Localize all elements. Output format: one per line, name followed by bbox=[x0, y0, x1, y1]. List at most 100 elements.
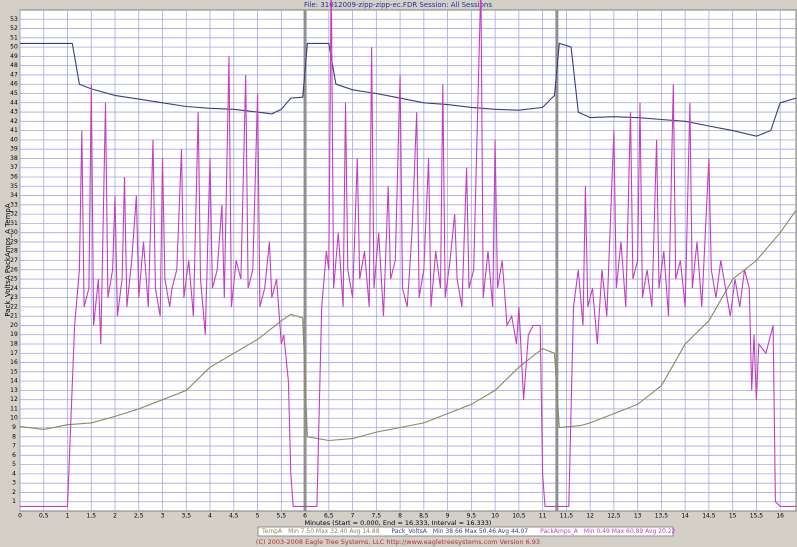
y-tick-label: 22 bbox=[10, 303, 18, 310]
x-tick-label: 3 bbox=[161, 513, 165, 520]
y-tick-label: 25 bbox=[10, 276, 18, 283]
y-tick-label: 45 bbox=[10, 90, 18, 97]
x-tick-label: 7,5 bbox=[372, 513, 382, 520]
x-tick-label: 13,5 bbox=[655, 513, 669, 520]
y-tick-label: 15 bbox=[10, 368, 18, 375]
legend-name: Pack_VoltsA bbox=[392, 528, 428, 535]
grid-layer bbox=[19, 10, 796, 511]
x-tick-label: 1,5 bbox=[86, 513, 96, 520]
x-tick-label: 3,5 bbox=[182, 513, 192, 520]
x-tick-label: 10 bbox=[491, 513, 499, 520]
y-tick-label: 16 bbox=[10, 359, 18, 366]
y-tick-label: 47 bbox=[10, 71, 18, 78]
x-tick-label: 2 bbox=[113, 513, 117, 520]
y-tick-label: 5 bbox=[12, 461, 16, 468]
footer: (C) 2003-2008 Eagle Tree Systems, LLC ht… bbox=[256, 538, 540, 546]
x-tick-label: 2,5 bbox=[134, 513, 144, 520]
y-tick-label: 9 bbox=[12, 424, 16, 431]
y-tick-label: 35 bbox=[10, 183, 18, 190]
y-tick-label: 34 bbox=[10, 192, 18, 199]
y-tick-label: 19 bbox=[10, 331, 18, 338]
y-tick-label: 53 bbox=[10, 16, 18, 23]
y-tick-label: 44 bbox=[10, 99, 18, 106]
legend-box bbox=[257, 526, 674, 537]
y-tick-label: 51 bbox=[10, 34, 18, 41]
y-tick-label: 37 bbox=[10, 164, 18, 171]
x-tick-label: 8 bbox=[398, 513, 402, 520]
x-tick-label: 15 bbox=[729, 513, 737, 520]
y-tick-label: 14 bbox=[10, 378, 18, 385]
y-tick-label: 43 bbox=[10, 109, 18, 116]
series-line bbox=[20, 42, 797, 137]
x-tick-label: 15,5 bbox=[750, 513, 764, 520]
y-tick-label: 29 bbox=[10, 238, 18, 245]
x-tick-label: 0 bbox=[18, 513, 22, 520]
y-tick-label: 41 bbox=[10, 127, 18, 134]
x-tick-label: 13 bbox=[634, 513, 642, 520]
y-tick-label: 1 bbox=[12, 498, 16, 505]
chart-title: File: 31012009-zipp-zipp-ec.FDR Session:… bbox=[304, 1, 492, 9]
y-tick-label: 49 bbox=[10, 53, 18, 60]
x-tick-label: 0,5 bbox=[39, 513, 49, 520]
y-tick-label: 26 bbox=[10, 266, 18, 273]
x-tick-label: 5 bbox=[256, 513, 260, 520]
x-tick-label: 9 bbox=[446, 513, 450, 520]
y-tick-label: 10 bbox=[10, 415, 18, 422]
x-tick-label: 6 bbox=[303, 513, 307, 520]
x-tick-label: 7 bbox=[351, 513, 355, 520]
y-tick-label: 30 bbox=[10, 229, 18, 236]
y-tick-label: 24 bbox=[10, 285, 18, 292]
y-tick-label: 46 bbox=[10, 81, 18, 88]
series-line bbox=[19, 210, 797, 442]
legend-stats: Min 38.66 Max 50.46 Avg 44.07 bbox=[433, 528, 528, 535]
y-tick-label: 18 bbox=[10, 341, 18, 348]
legend-name: PackAmps_A bbox=[540, 528, 579, 535]
y-tick-label: 27 bbox=[10, 257, 18, 264]
y-tick-label: 39 bbox=[10, 146, 18, 153]
x-tick-label: 14 bbox=[681, 513, 689, 520]
x-tick-label: 10,5 bbox=[512, 513, 526, 520]
y-tick-label: 38 bbox=[10, 155, 18, 162]
y-tick-label: 31 bbox=[10, 220, 18, 227]
legend-stats: Min 0.49 Max 60.89 Avg 20.22 bbox=[584, 528, 676, 535]
y-tick-label: 4 bbox=[12, 470, 16, 477]
y-tick-label: 48 bbox=[10, 62, 18, 69]
x-tick-label: 11 bbox=[539, 513, 547, 520]
y-tick-label: 8 bbox=[12, 433, 16, 440]
y-tick-label: 52 bbox=[10, 25, 18, 32]
y-tick-label: 50 bbox=[10, 44, 18, 51]
x-tick-label: 8,5 bbox=[419, 513, 429, 520]
y-tick-label: 40 bbox=[10, 136, 18, 143]
y-tick-label: 11 bbox=[10, 405, 18, 412]
y-tick-label: 36 bbox=[10, 174, 18, 181]
x-tick-label: 12 bbox=[586, 513, 594, 520]
legend-name: TempA bbox=[261, 528, 283, 535]
x-tick-label: 11,5 bbox=[560, 513, 574, 520]
legend-stats: Min 7.50 Max 32.40 Avg 14.88 bbox=[288, 528, 380, 535]
y-tick-label: 7 bbox=[12, 443, 16, 450]
y-tick-label: 3 bbox=[12, 480, 16, 487]
y-tick-label: 6 bbox=[12, 452, 16, 459]
y-tick-label: 12 bbox=[10, 396, 18, 403]
y-tick-label: 28 bbox=[10, 248, 18, 255]
x-tick-label: 1 bbox=[66, 513, 70, 520]
y-tick-label: 32 bbox=[10, 211, 18, 218]
x-tick-label: 16 bbox=[776, 513, 784, 520]
y-tick-label: 42 bbox=[10, 118, 18, 125]
marks-layer bbox=[19, 0, 797, 507]
x-tick-label: 14,5 bbox=[702, 513, 716, 520]
x-tick-label: 12,5 bbox=[607, 513, 621, 520]
y-axis-label: Pack_VoltsA PackAmps_A TempA bbox=[4, 203, 12, 316]
x-tick-label: 4,5 bbox=[229, 513, 239, 520]
x-tick-label: 9,5 bbox=[467, 513, 477, 520]
y-tick-label: 17 bbox=[10, 350, 18, 357]
y-tick-label: 20 bbox=[10, 322, 18, 329]
x-tick-label: 4 bbox=[208, 513, 212, 520]
y-tick-label: 2 bbox=[12, 489, 16, 496]
y-tick-label: 33 bbox=[10, 201, 18, 208]
x-tick-label: 6,5 bbox=[324, 513, 334, 520]
series-line bbox=[20, 0, 796, 507]
x-tick-label: 5,5 bbox=[277, 513, 287, 520]
x-axis-label: Minutes (Start = 0.000, End = 16.333, In… bbox=[305, 519, 492, 527]
